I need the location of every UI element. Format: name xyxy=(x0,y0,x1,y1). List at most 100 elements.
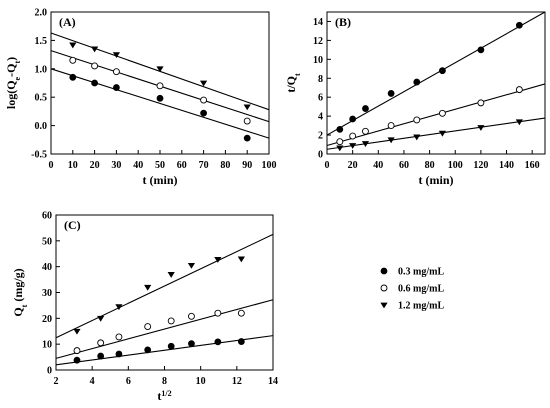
data-point xyxy=(156,82,164,90)
y-tick-label: 10 xyxy=(42,340,52,351)
x-tick-label: 70 xyxy=(199,160,209,171)
data-point xyxy=(515,21,523,29)
data-point xyxy=(237,338,245,345)
data-point xyxy=(413,116,421,124)
x-tick-label: 14 xyxy=(268,376,278,387)
x-tick-label: 140 xyxy=(499,160,514,171)
data-point xyxy=(73,328,81,335)
fit-line xyxy=(326,11,546,136)
legend-label: 0.3 mg/mL xyxy=(398,267,444,278)
y-axis-label: log(Qe-Qt) xyxy=(4,57,22,109)
data-point xyxy=(214,338,222,346)
data-point xyxy=(438,109,446,117)
data-point xyxy=(69,56,77,64)
data-point xyxy=(477,99,485,107)
data-point xyxy=(237,309,245,317)
data-point xyxy=(336,145,344,152)
y-tick-label: 20 xyxy=(42,314,52,325)
data-point xyxy=(349,132,357,140)
x-tick-label: 0 xyxy=(49,160,54,171)
y-axis-label: t/Qt xyxy=(284,73,302,93)
data-point xyxy=(115,350,123,358)
data-point xyxy=(167,272,175,278)
x-tick-label: 40 xyxy=(133,160,143,171)
data-point xyxy=(438,130,447,137)
data-point xyxy=(243,104,251,111)
x-tick-label: 50 xyxy=(155,160,165,171)
y-tick-label: 14 xyxy=(313,17,323,28)
data-point xyxy=(112,52,120,58)
y-tick-label: 50 xyxy=(42,236,52,247)
data-point xyxy=(91,79,98,87)
data-point xyxy=(167,342,175,350)
data-point xyxy=(336,125,344,133)
fit-line xyxy=(55,299,274,359)
x-axis-label: t (min) xyxy=(143,173,178,187)
fit-line xyxy=(55,335,274,366)
legend-label: 1.2 mg/mL xyxy=(398,301,444,312)
y-tick-label: 4 xyxy=(318,112,323,123)
data-point xyxy=(349,115,357,123)
data-point xyxy=(115,304,123,311)
x-tick-label: 0 xyxy=(325,160,330,171)
data-point xyxy=(477,46,485,54)
data-point xyxy=(349,143,357,149)
y-axis-label-part: t/Q xyxy=(284,76,298,93)
y-tick-label: 1.0 xyxy=(35,64,48,75)
y-tick-label: 0.5 xyxy=(35,93,48,104)
y-tick-label: 12 xyxy=(313,36,323,47)
y-axis-label-part: t xyxy=(293,73,302,76)
data-point xyxy=(69,73,77,81)
legend: 0.3 mg/mL 0.6 mg/mL 1.2 mg/mL xyxy=(380,267,444,312)
data-point xyxy=(477,125,485,131)
y-tick-label: 2 xyxy=(318,131,323,142)
x-tick-label: 10 xyxy=(196,376,206,387)
x-axis-label: t1/2 xyxy=(157,389,171,404)
x-tick-label: 6 xyxy=(126,376,131,387)
x-tick-label: 60 xyxy=(177,160,187,171)
data-point xyxy=(91,62,99,70)
data-point xyxy=(515,86,523,94)
data-point xyxy=(243,134,251,142)
data-point xyxy=(144,284,152,291)
y-axis-label-part: ) xyxy=(4,57,18,61)
y-tick-label: 1.5 xyxy=(35,36,48,47)
y-tick-label: 0.0 xyxy=(35,121,48,132)
data-point xyxy=(200,96,208,104)
panel-label: (A) xyxy=(59,15,76,29)
x-tick-label: 8 xyxy=(162,376,167,387)
x-tick-label: 20 xyxy=(348,160,358,171)
x-tick-label: 4 xyxy=(90,376,95,387)
y-tick-label: 6 xyxy=(318,93,323,104)
data-point xyxy=(69,42,77,49)
x-axis-label-part: 1/2 xyxy=(161,389,171,398)
x-tick-label: 100 xyxy=(448,160,463,171)
data-point xyxy=(387,137,395,144)
x-tick-label: 120 xyxy=(473,160,488,171)
data-point xyxy=(156,66,164,73)
data-point xyxy=(113,84,120,91)
x-tick-label: 80 xyxy=(220,160,230,171)
panel-b: 0 20 40 60 80 100 120 140 160 0 2 4 6 8 10 12 14 (B) t (mi… xyxy=(284,11,546,187)
data-point xyxy=(214,257,222,263)
data-point xyxy=(156,94,164,102)
data-point xyxy=(112,68,120,76)
data-point xyxy=(439,67,446,75)
data-point xyxy=(336,138,344,146)
data-point xyxy=(200,109,208,117)
y-axis-label: Qt (mg/g) xyxy=(11,268,29,316)
panel-label: (C) xyxy=(64,218,81,232)
data-point xyxy=(187,312,195,320)
x-tick-label: 2 xyxy=(54,376,59,387)
y-tick-label: 0 xyxy=(47,366,52,377)
data-point xyxy=(144,346,152,354)
data-point xyxy=(200,80,208,87)
data-point xyxy=(413,78,421,86)
panel-a: 0 10 20 30 40 50 60 70 80 90 100 -0.5 0.0 0.5 1.0 1.5 2.… xyxy=(4,8,277,188)
data-point xyxy=(214,309,222,317)
x-tick-label: 80 xyxy=(425,160,435,171)
data-point xyxy=(188,340,195,348)
y-axis-label-part: t xyxy=(13,61,22,64)
y-axis-label-part: (mg/g) xyxy=(11,268,25,304)
y-tick-label: 10 xyxy=(313,55,323,66)
